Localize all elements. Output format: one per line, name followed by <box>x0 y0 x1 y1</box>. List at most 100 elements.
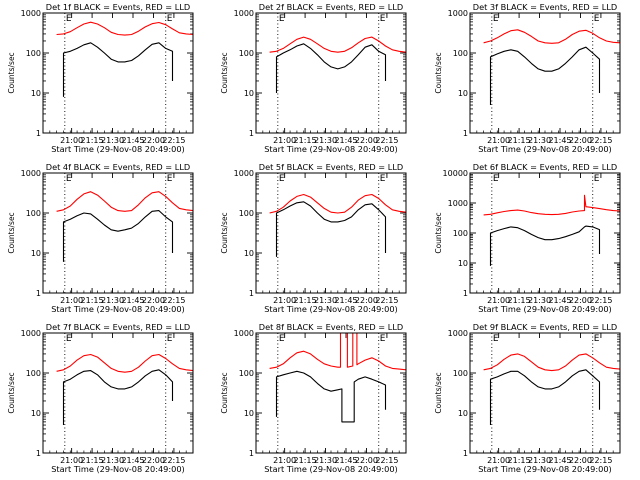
x-axis-label: Start Time (29-Nov-08 20:49:00) <box>264 144 398 154</box>
y-tick-label: 1 <box>249 289 254 298</box>
x-tick-label: 22:15 <box>589 296 612 305</box>
x-tick-label: 21:00 <box>487 296 510 305</box>
axis-frame <box>42 332 194 454</box>
y-axis-label: Counts/sec <box>220 52 229 93</box>
series-line-black <box>489 225 601 266</box>
chart-panel-5: Det 5f BLACK = Events, RED = LLD 1 10 100 10… <box>220 162 407 314</box>
marker-label: E <box>493 14 499 24</box>
series-line-black <box>489 46 601 105</box>
series-line-red <box>56 191 194 212</box>
marker-label: E <box>380 174 386 184</box>
x-tick-label: 22:00 <box>142 136 165 145</box>
y-tick-label: 10 <box>244 89 254 98</box>
x-tick-label: 22:00 <box>142 456 165 465</box>
series-line-red <box>483 29 621 44</box>
x-axis-label: Start Time (29-Nov-08 20:49:00) <box>478 304 612 314</box>
y-tick-label: 1000 <box>448 199 468 208</box>
x-tick-label: 21:45 <box>121 456 144 465</box>
y-tick-label: 10 <box>31 89 41 98</box>
marker-label: E <box>66 14 72 24</box>
x-tick-label: 21:45 <box>548 136 571 145</box>
x-tick-label: 21:00 <box>273 296 296 305</box>
x-tick-label: 22:15 <box>162 296 185 305</box>
y-tick-label: 10 <box>244 409 254 418</box>
chart-panel-8: Det 8f BLACK = Events, RED = LLD 1 10 100 10… <box>220 322 407 474</box>
series-line-red <box>269 36 407 53</box>
y-tick-label: 1000 <box>448 329 468 338</box>
y-tick-label: 1000 <box>21 9 41 18</box>
series-line-red <box>483 353 621 372</box>
x-tick-label: 21:15 <box>294 456 317 465</box>
y-tick-label: 100 <box>453 369 468 378</box>
axis-frame <box>469 172 621 294</box>
x-tick-label: 21:15 <box>508 136 531 145</box>
x-tick-label: 21:30 <box>528 456 551 465</box>
chart-title: Det 3f BLACK = Events, RED = LLD <box>473 2 617 12</box>
y-axis-label: Counts/sec <box>7 372 16 413</box>
chart-title: Det 2f BLACK = Events, RED = LLD <box>259 2 403 12</box>
x-tick-label: 21:00 <box>60 456 83 465</box>
y-tick-label: 1 <box>463 449 468 458</box>
y-tick-label: 100 <box>239 209 254 218</box>
y-tick-label: 1000 <box>448 9 468 18</box>
chart-title: Det 6f BLACK = Events, RED = LLD <box>473 162 617 172</box>
x-axis-label: Start Time (29-Nov-08 20:49:00) <box>478 144 612 154</box>
chart-panel-1: Det 1f BLACK = Events, RED = LLD 1 10 100 10… <box>7 2 194 154</box>
chart-title: Det 1f BLACK = Events, RED = LLD <box>46 2 190 12</box>
marker-label: E <box>279 14 285 24</box>
marker-label: E <box>167 14 173 24</box>
series-line-black <box>275 370 387 423</box>
y-tick-label: 10 <box>458 89 468 98</box>
y-axis-label: Counts/sec <box>220 372 229 413</box>
y-tick-label: 1 <box>463 129 468 138</box>
y-tick-label: 10 <box>458 259 468 268</box>
x-tick-label: 21:30 <box>314 456 337 465</box>
marker-label: E <box>594 334 600 344</box>
series-line-red <box>269 193 407 214</box>
marker-label: E <box>167 174 173 184</box>
x-tick-label: 22:00 <box>569 136 592 145</box>
x-tick-label: 21:45 <box>121 296 144 305</box>
x-tick-label: 22:00 <box>569 296 592 305</box>
chart-panel-6: Det 6f BLACK = Events, RED = LLD 1 10 100 10… <box>434 162 621 314</box>
x-tick-label: 21:00 <box>273 456 296 465</box>
x-tick-label: 21:45 <box>334 456 357 465</box>
x-tick-label: 21:30 <box>528 136 551 145</box>
chart-panel-9: Det 9f BLACK = Events, RED = LLD 1 10 100 10… <box>434 322 621 474</box>
y-tick-label: 1000 <box>234 9 254 18</box>
chart-title: Det 7f BLACK = Events, RED = LLD <box>46 322 190 332</box>
axis-frame <box>255 332 407 454</box>
x-tick-label: 22:15 <box>589 136 612 145</box>
marker-label: E <box>493 334 499 344</box>
y-tick-label: 100 <box>26 49 41 58</box>
x-tick-label: 22:15 <box>162 136 185 145</box>
x-tick-label: 21:45 <box>334 296 357 305</box>
x-tick-label: 22:15 <box>589 456 612 465</box>
axis-frame <box>42 12 194 134</box>
x-tick-label: 21:45 <box>548 456 571 465</box>
axis-frame <box>42 172 194 294</box>
marker-label: E <box>594 14 600 24</box>
x-tick-label: 22:15 <box>375 136 398 145</box>
x-axis-label: Start Time (29-Nov-08 20:49:00) <box>264 464 398 474</box>
x-tick-label: 22:00 <box>142 296 165 305</box>
x-tick-label: 21:15 <box>81 296 104 305</box>
x-tick-label: 21:15 <box>294 296 317 305</box>
y-tick-label: 1000 <box>234 169 254 178</box>
x-tick-label: 21:15 <box>81 456 104 465</box>
y-tick-label: 100 <box>239 369 254 378</box>
x-tick-label: 22:00 <box>355 296 378 305</box>
chart-title: Det 5f BLACK = Events, RED = LLD <box>259 162 403 172</box>
y-tick-label: 1 <box>36 289 41 298</box>
chart-panel-3: Det 3f BLACK = Events, RED = LLD 1 10 100 10… <box>434 2 621 154</box>
series-line-black <box>62 369 174 425</box>
y-tick-label: 10 <box>458 409 468 418</box>
y-tick-label: 1 <box>249 129 254 138</box>
x-tick-label: 21:00 <box>487 136 510 145</box>
y-tick-label: 100 <box>26 209 41 218</box>
marker-label: E <box>279 334 285 344</box>
series-line-black <box>62 42 174 97</box>
y-axis-label: Counts/sec <box>7 212 16 253</box>
x-tick-label: 22:15 <box>162 456 185 465</box>
